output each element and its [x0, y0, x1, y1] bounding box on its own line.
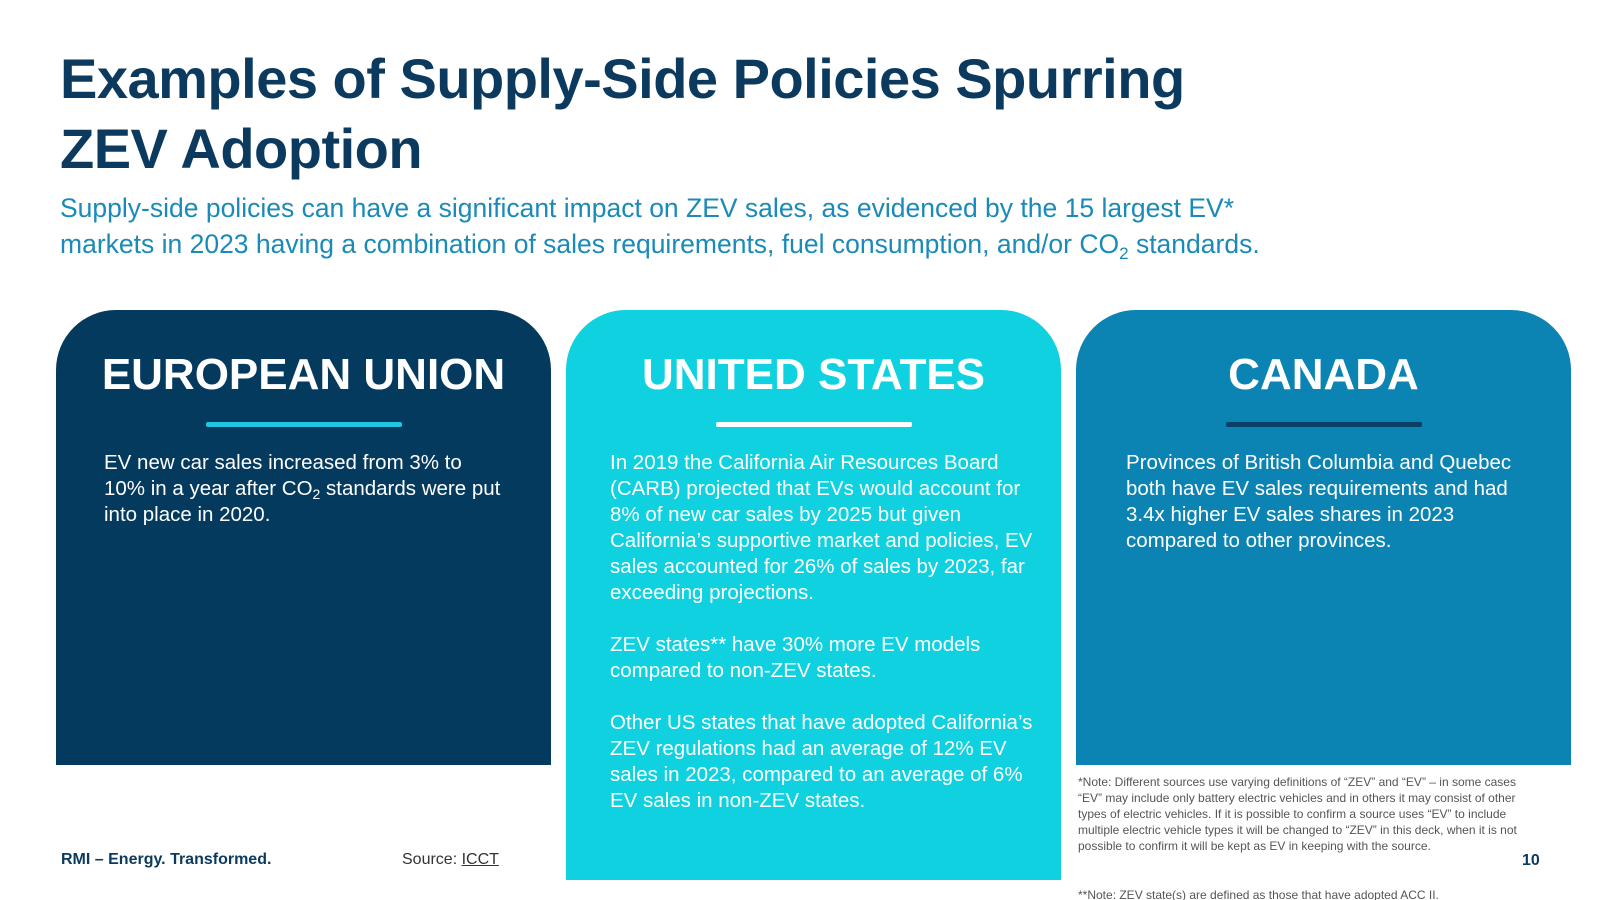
- card-divider-us: [715, 422, 912, 427]
- subtitle-line-1: Supply-side policies can have a signific…: [60, 193, 1235, 223]
- card-body-eu-end: standards were put into place in 2020.: [104, 477, 501, 526]
- card-canada: CANADA Provinces of British Columbia and…: [1076, 310, 1571, 765]
- card-body-eu-subscript: 2: [312, 486, 321, 502]
- card-body-eu-text: EV new car sales increased from 3% to 10…: [104, 451, 462, 500]
- card-body-ca: Provinces of British Columbia and Quebec…: [1126, 451, 1512, 552]
- page-title: Examples of Supply-Side Policies Spurrin…: [60, 47, 1185, 180]
- card-european-union: EUROPEAN UNION EV new car sales increase…: [56, 310, 551, 765]
- footnote-zev-states: **Note: ZEV state(s) are defined as thos…: [1078, 888, 1439, 900]
- source-link[interactable]: ICCT: [461, 851, 499, 868]
- footer-source: Source: ICCT: [402, 851, 499, 869]
- card-divider-ca: [1225, 422, 1422, 427]
- card-body-us: In 2019 the California Air Resources Boa…: [610, 450, 1040, 840]
- page-subtitle: Supply-side policies can have a signific…: [60, 190, 1500, 262]
- subtitle-subscript: 2: [1119, 244, 1129, 263]
- source-label: Source:: [402, 851, 462, 868]
- page-number: 10: [1522, 852, 1540, 869]
- subtitle-line-2-end: standards.: [1128, 229, 1260, 259]
- card-divider-eu: [205, 422, 402, 427]
- card-body-us-paragraph: In 2019 the California Air Resources Boa…: [610, 451, 1033, 604]
- card-title-us: UNITED STATES: [641, 350, 986, 399]
- card-title-eu: EUROPEAN UNION: [101, 350, 506, 399]
- subtitle-line-2: markets in 2023 having a combination of …: [60, 226, 1500, 262]
- footer-brand: RMI – Energy. Transformed.: [61, 851, 272, 868]
- card-body-us-paragraph: ZEV states** have 30% more EV models com…: [610, 633, 981, 682]
- card-title-ca: CANADA: [1228, 350, 1419, 399]
- subtitle-line-2-text: markets in 2023 having a combination of …: [60, 229, 1120, 259]
- footnote-ev-definition: *Note: Different sources use varying def…: [1078, 775, 1517, 853]
- card-body-eu: EV new car sales increased from 3% to 10…: [104, 450, 504, 528]
- card-body-us-paragraph: Other US states that have adopted Califo…: [610, 711, 1033, 812]
- card-united-states: UNITED STATES In 2019 the California Air…: [566, 310, 1061, 880]
